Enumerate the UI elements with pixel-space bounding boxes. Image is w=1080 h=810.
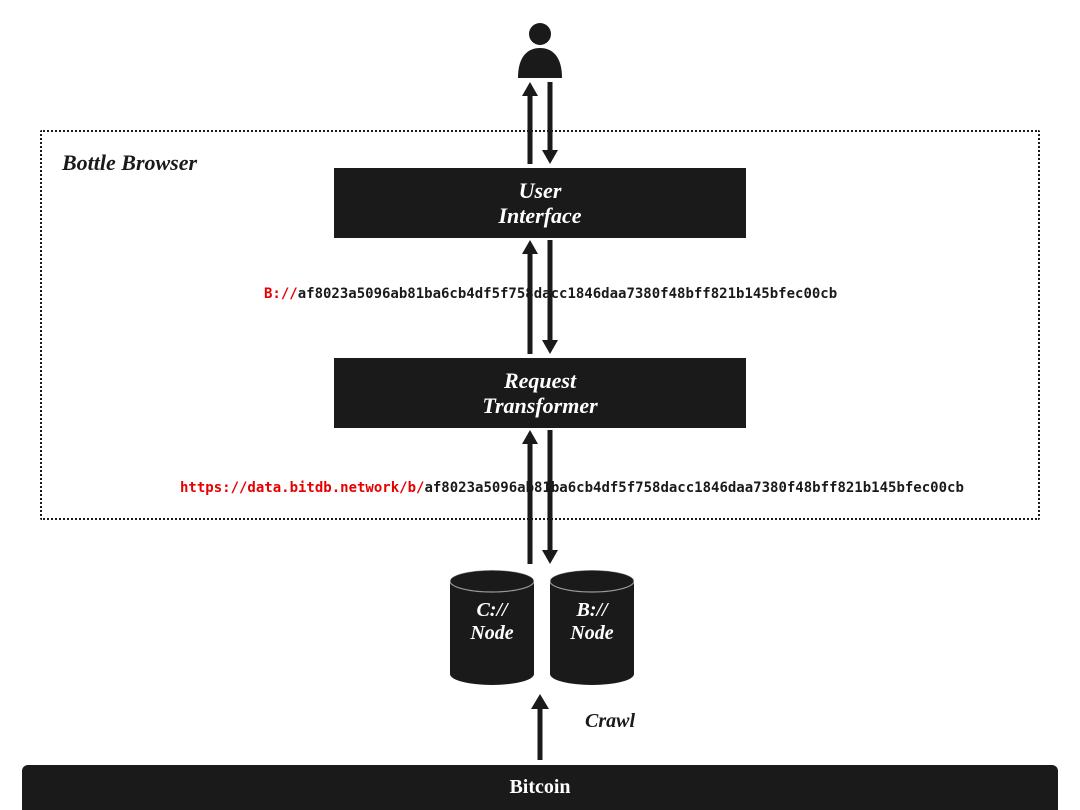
- b-node-cylinder: B:// Node: [548, 568, 636, 686]
- rt-line1: Request: [504, 368, 576, 393]
- c-node-line2: Node: [470, 622, 513, 644]
- https-url: https://data.bitdb.network/b/af8023a5096…: [180, 480, 964, 496]
- c-node-line1: C://: [476, 599, 507, 621]
- user-interface-block: User Interface: [334, 168, 746, 238]
- request-transformer-block: Request Transformer: [334, 358, 746, 428]
- bitcoin-block: Bitcoin: [22, 765, 1058, 810]
- https-prefix: https://data.bitdb.network/b/: [180, 480, 424, 496]
- b-protocol-prefix: B://: [264, 286, 298, 302]
- ui-line1: User: [519, 178, 562, 203]
- bottle-browser-title: Bottle Browser: [62, 150, 197, 176]
- rt-line2: Transformer: [482, 393, 597, 418]
- bitcoin-label: Bitcoin: [509, 776, 570, 799]
- c-node-cylinder: C:// Node: [448, 568, 536, 686]
- arrows-rt-nodes: [518, 430, 562, 569]
- b-node-line1: B://: [576, 599, 607, 621]
- ui-line2: Interface: [498, 203, 581, 228]
- b-protocol-hash: af8023a5096ab81ba6cb4df5f758dacc1846daa7…: [298, 286, 837, 302]
- arrows-user-ui: [518, 82, 562, 169]
- user-icon: [512, 20, 568, 85]
- arrow-crawl: [528, 694, 552, 765]
- b-protocol-url: B://af8023a5096ab81ba6cb4df5f758dacc1846…: [264, 286, 837, 302]
- b-node-line2: Node: [570, 622, 613, 644]
- diagram-canvas: Bottle Browser User Interface B://af8023…: [0, 0, 1080, 810]
- https-hash: af8023a5096ab81ba6cb4df5f758dacc1846daa7…: [424, 480, 963, 496]
- crawl-label: Crawl: [585, 710, 635, 733]
